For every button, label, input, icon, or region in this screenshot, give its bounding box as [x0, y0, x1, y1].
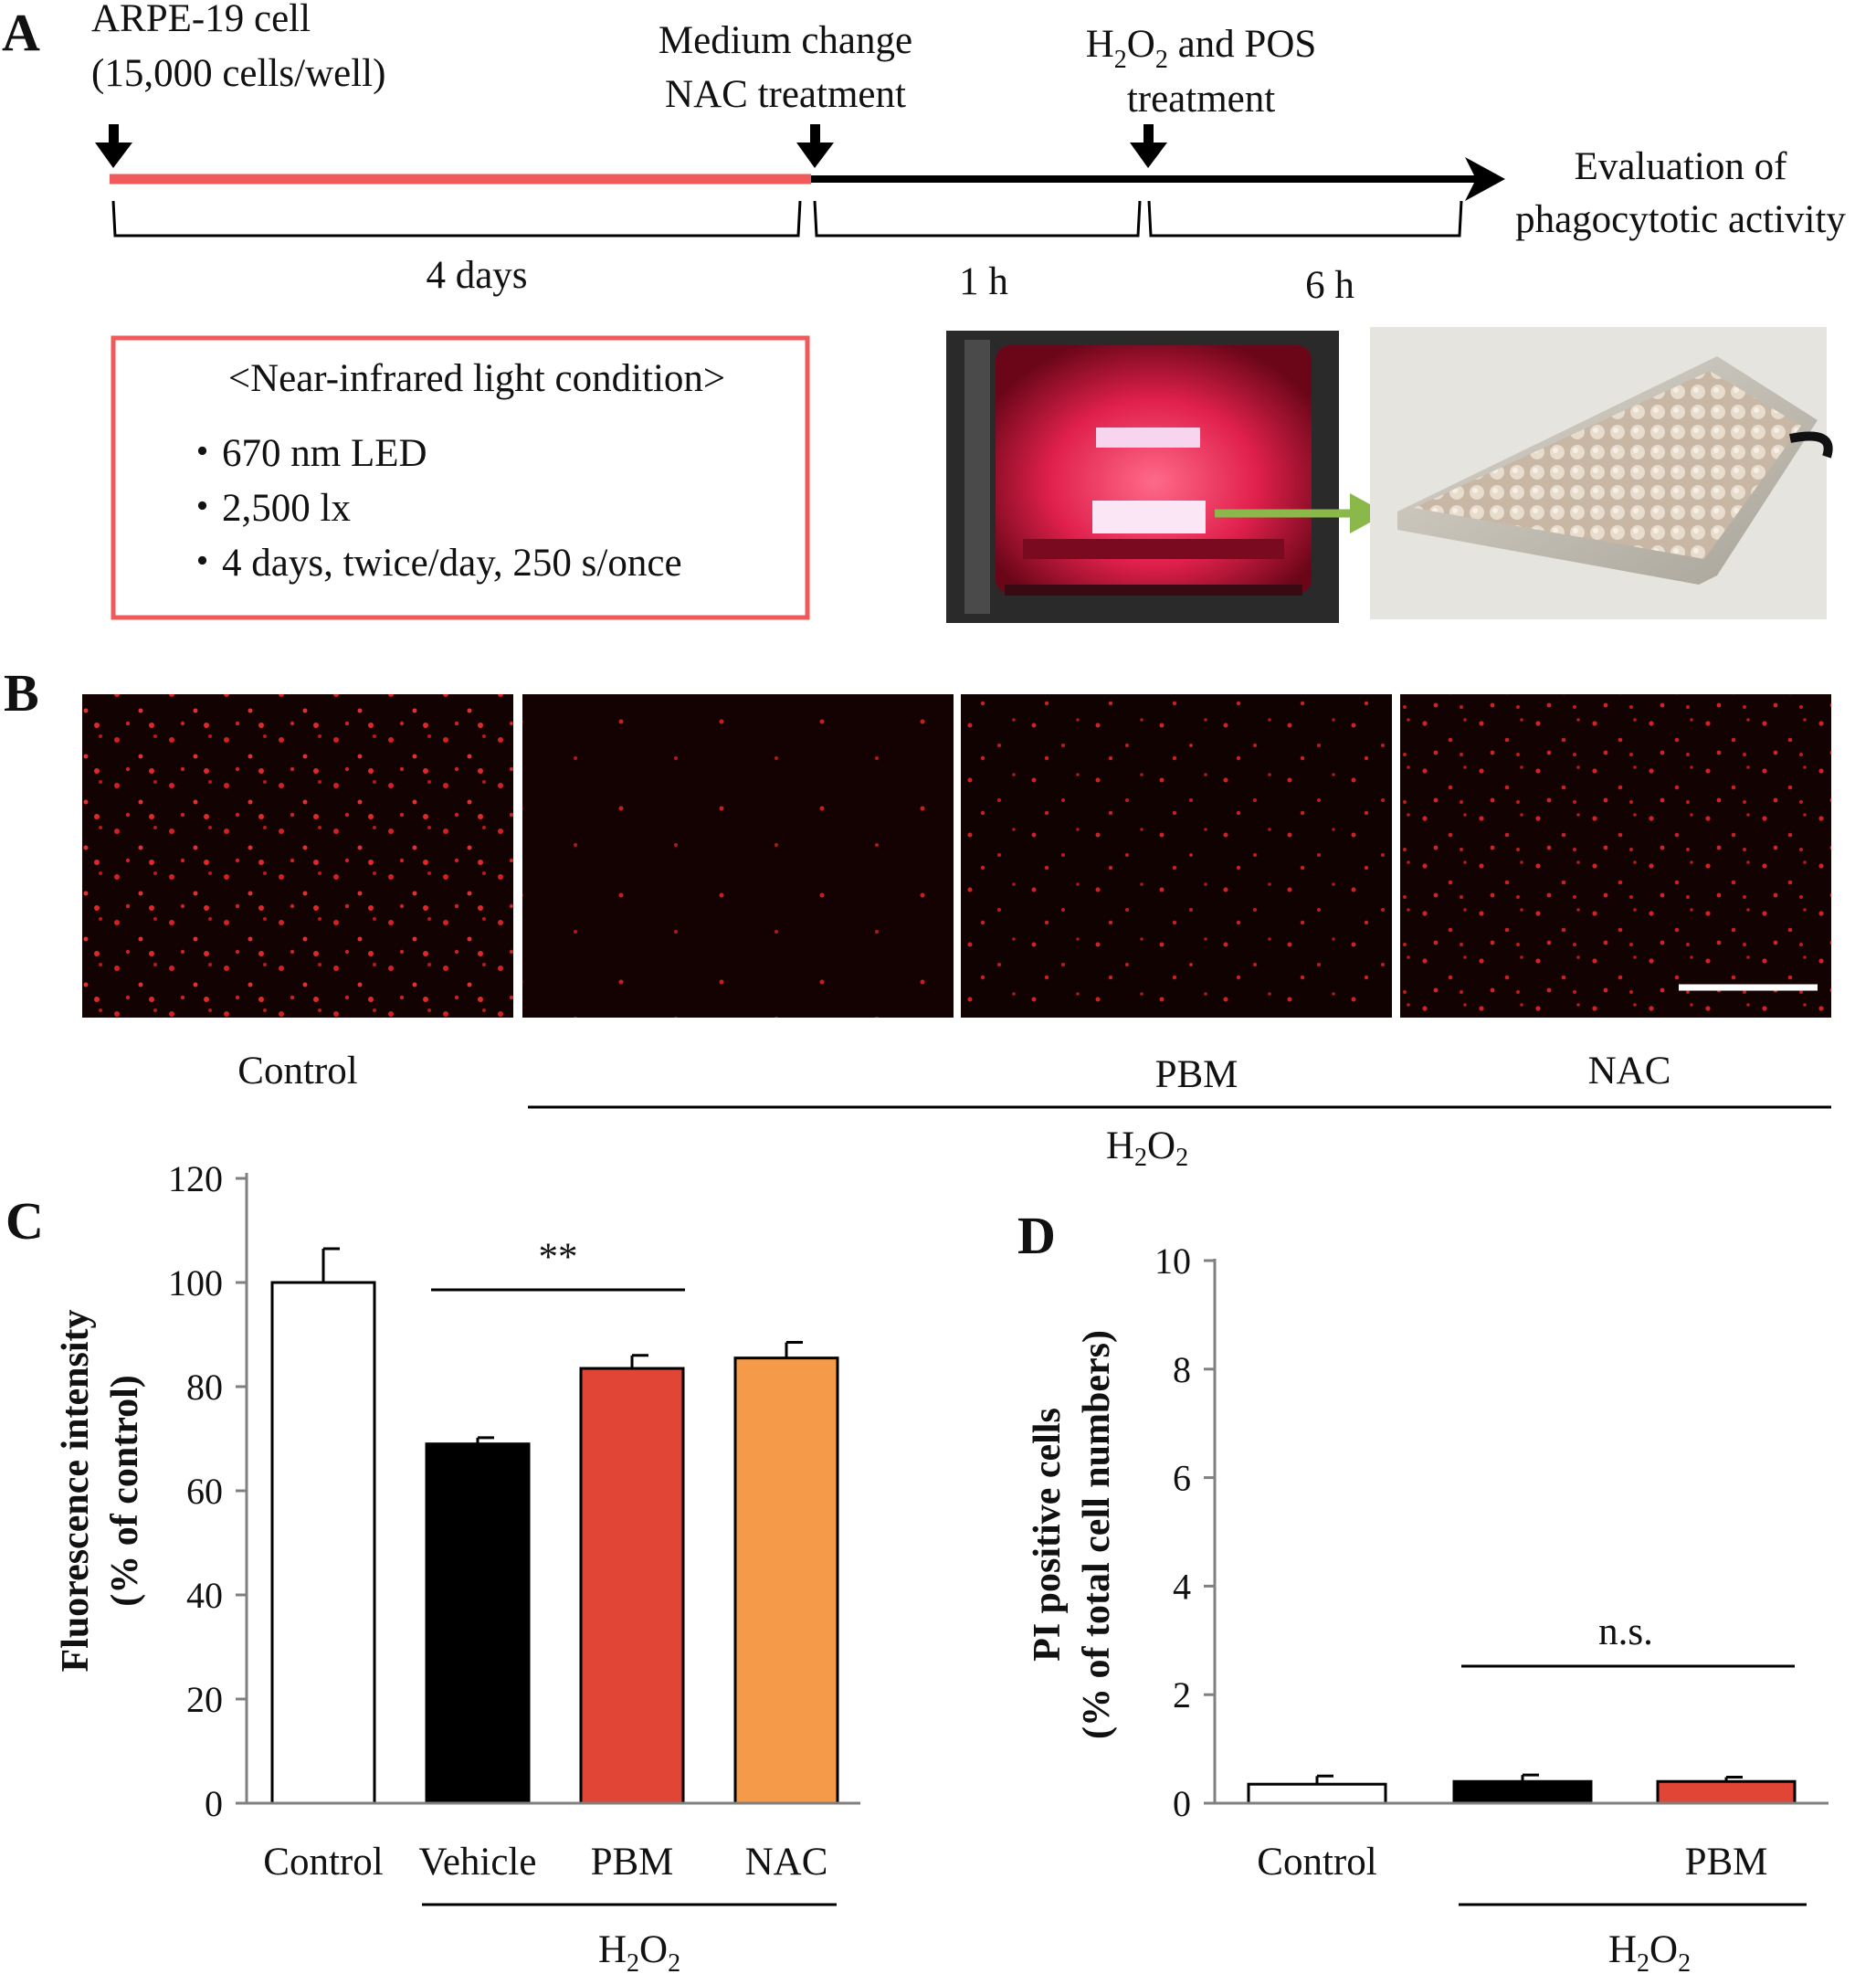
y-tick-label: 8 [1173, 1349, 1191, 1390]
led-panel-photo [1370, 327, 1833, 619]
bar [1656, 1779, 1797, 1805]
category-label: Vehicle [419, 1841, 537, 1884]
y-axis-title-c-line2: (% of control) [104, 1375, 146, 1607]
bracket-6h [1147, 200, 1463, 238]
panel-c-letter: C [5, 1191, 44, 1251]
y-tick-label: 40 [186, 1575, 223, 1616]
y-axis-title-d-line1: PI positive cells [1027, 1408, 1069, 1662]
step2-line2: NAC treatment [665, 73, 906, 116]
group-label-d: H2O2 [1608, 1928, 1691, 1974]
bar [425, 1442, 531, 1805]
timeline-arrowhead-icon [1465, 157, 1505, 201]
category-label: PBM [1685, 1841, 1768, 1884]
y-tick-label: 0 [205, 1783, 223, 1824]
condition-item-2: ・2,500 lx [183, 487, 351, 530]
y-tick-label: 0 [1173, 1783, 1191, 1824]
y-tick-label: 2 [1173, 1674, 1191, 1715]
category-label: PBM [591, 1841, 674, 1884]
step3-line1: H2O2 and POS [1086, 23, 1317, 74]
panel-a-letter: A [2, 3, 40, 62]
down-arrow-icon [1130, 124, 1167, 168]
category-label: NAC [745, 1841, 828, 1884]
bar [733, 1356, 839, 1805]
y-tick-label: 80 [186, 1367, 223, 1408]
group-label-b: H2O2 [1106, 1124, 1188, 1172]
group-label-c: H2O2 [598, 1928, 680, 1974]
step3-line2: treatment [1127, 78, 1275, 121]
bar [1452, 1779, 1593, 1805]
step2-line1: Medium change [659, 19, 912, 62]
right-arrow-icon [1215, 493, 1386, 533]
condition-title: <Near-infrared light condition> [228, 357, 725, 400]
micrograph-label-pbm: PBM [1155, 1053, 1238, 1096]
y-tick-label: 6 [1173, 1458, 1191, 1499]
panel-d-letter: D [1017, 1206, 1056, 1265]
micrograph-vehicle [522, 694, 954, 1018]
end-line1: Evaluation of [1575, 145, 1788, 188]
category-label: Control [1257, 1841, 1376, 1884]
bracket-1h [813, 200, 1142, 238]
bar [270, 1281, 376, 1805]
duration-4days: 4 days [426, 254, 527, 297]
duration-1h: 1 h [959, 260, 1008, 303]
micrograph-nac [1400, 694, 1831, 1018]
incubator-photo [946, 331, 1339, 623]
condition-box [111, 335, 810, 620]
y-tick-label: 10 [1154, 1240, 1191, 1282]
step1-line2: (15,000 cells/well) [91, 52, 385, 95]
micrograph-pbm [961, 694, 1392, 1018]
condition-item-3: ・4 days, twice/day, 250 s/once [183, 542, 682, 585]
bar [1247, 1782, 1387, 1805]
category-label: Control [263, 1841, 383, 1884]
end-line2: phagocytotic activity [1515, 198, 1846, 241]
bar [579, 1367, 685, 1805]
down-arrow-icon [95, 124, 132, 168]
down-arrow-icon [796, 124, 834, 168]
micrograph-control [82, 694, 513, 1018]
y-tick-label: 100 [168, 1262, 223, 1304]
step1-line1: ARPE-19 cell [91, 0, 311, 40]
micrograph-label-nac: NAC [1588, 1050, 1671, 1093]
chart-d: 0 2 4 6 8 10 Control PBM n.s. H2O2 PI positive… [1027, 1240, 1829, 1974]
micrograph-label-control: Control [237, 1050, 357, 1093]
y-tick-label: 4 [1173, 1566, 1191, 1607]
duration-6h: 6 h [1305, 264, 1354, 307]
condition-item-1: ・670 nm LED [183, 432, 427, 475]
y-tick-label: 60 [186, 1471, 223, 1512]
y-axis-title-d-line2: (% of total cell numbers) [1076, 1330, 1118, 1739]
panel-b-letter: B [4, 663, 39, 723]
significance-label-d: n.s. [1598, 1610, 1653, 1653]
y-tick-label: 120 [168, 1158, 223, 1199]
significance-label-c: ** [539, 1236, 578, 1279]
y-axis-title-c-line1: Fluorescence intensity [55, 1310, 97, 1673]
y-tick-label: 20 [186, 1679, 223, 1720]
bracket-4days [111, 200, 802, 238]
